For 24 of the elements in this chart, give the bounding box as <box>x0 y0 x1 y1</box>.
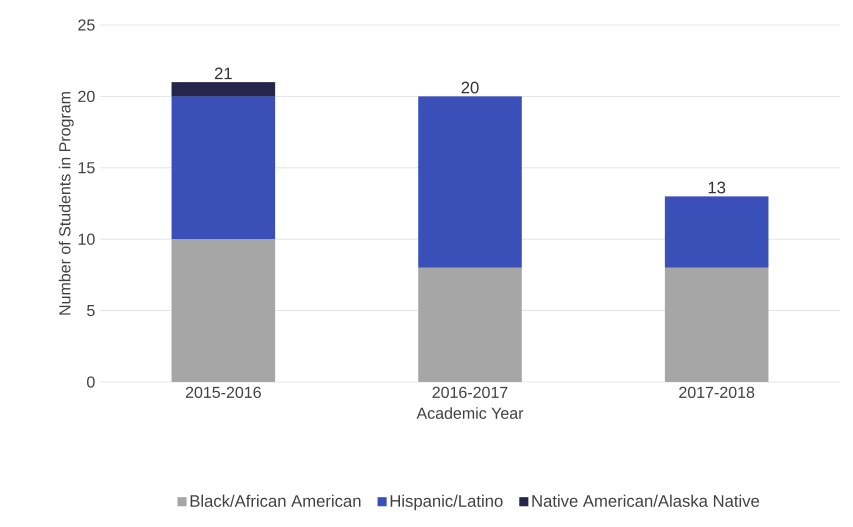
total-label: 21 <box>214 68 232 80</box>
bar <box>418 96 522 268</box>
bar <box>172 96 276 240</box>
y-tick-label: 10 <box>78 234 95 245</box>
x-axis-title: Academic Year <box>416 407 524 419</box>
bar <box>172 239 276 382</box>
x-tick-label: 2016-2017 <box>432 386 508 398</box>
bar <box>172 82 276 96</box>
legend-label: Native American/Alaska Native <box>532 494 760 507</box>
total-label: 20 <box>462 82 479 94</box>
y-tick-label: 15 <box>78 162 95 174</box>
x-tick-label: 2015-2016 <box>186 386 261 398</box>
x-tick-label: 2017-2018 <box>679 386 754 398</box>
y-tick-label: 5 <box>87 305 95 316</box>
legend-label: Hispanic/Latino <box>390 494 503 510</box>
bar <box>664 196 768 268</box>
legend-label: Black/African American <box>190 494 360 507</box>
y-tick-label: 25 <box>78 19 95 31</box>
total-label: 13 <box>708 182 726 194</box>
y-tick-label: 0 <box>87 376 95 388</box>
bar <box>418 268 522 382</box>
y-tick-label: 20 <box>78 90 95 102</box>
y-axis-title: Number of Students in Program <box>58 92 74 315</box>
bar <box>664 268 768 382</box>
